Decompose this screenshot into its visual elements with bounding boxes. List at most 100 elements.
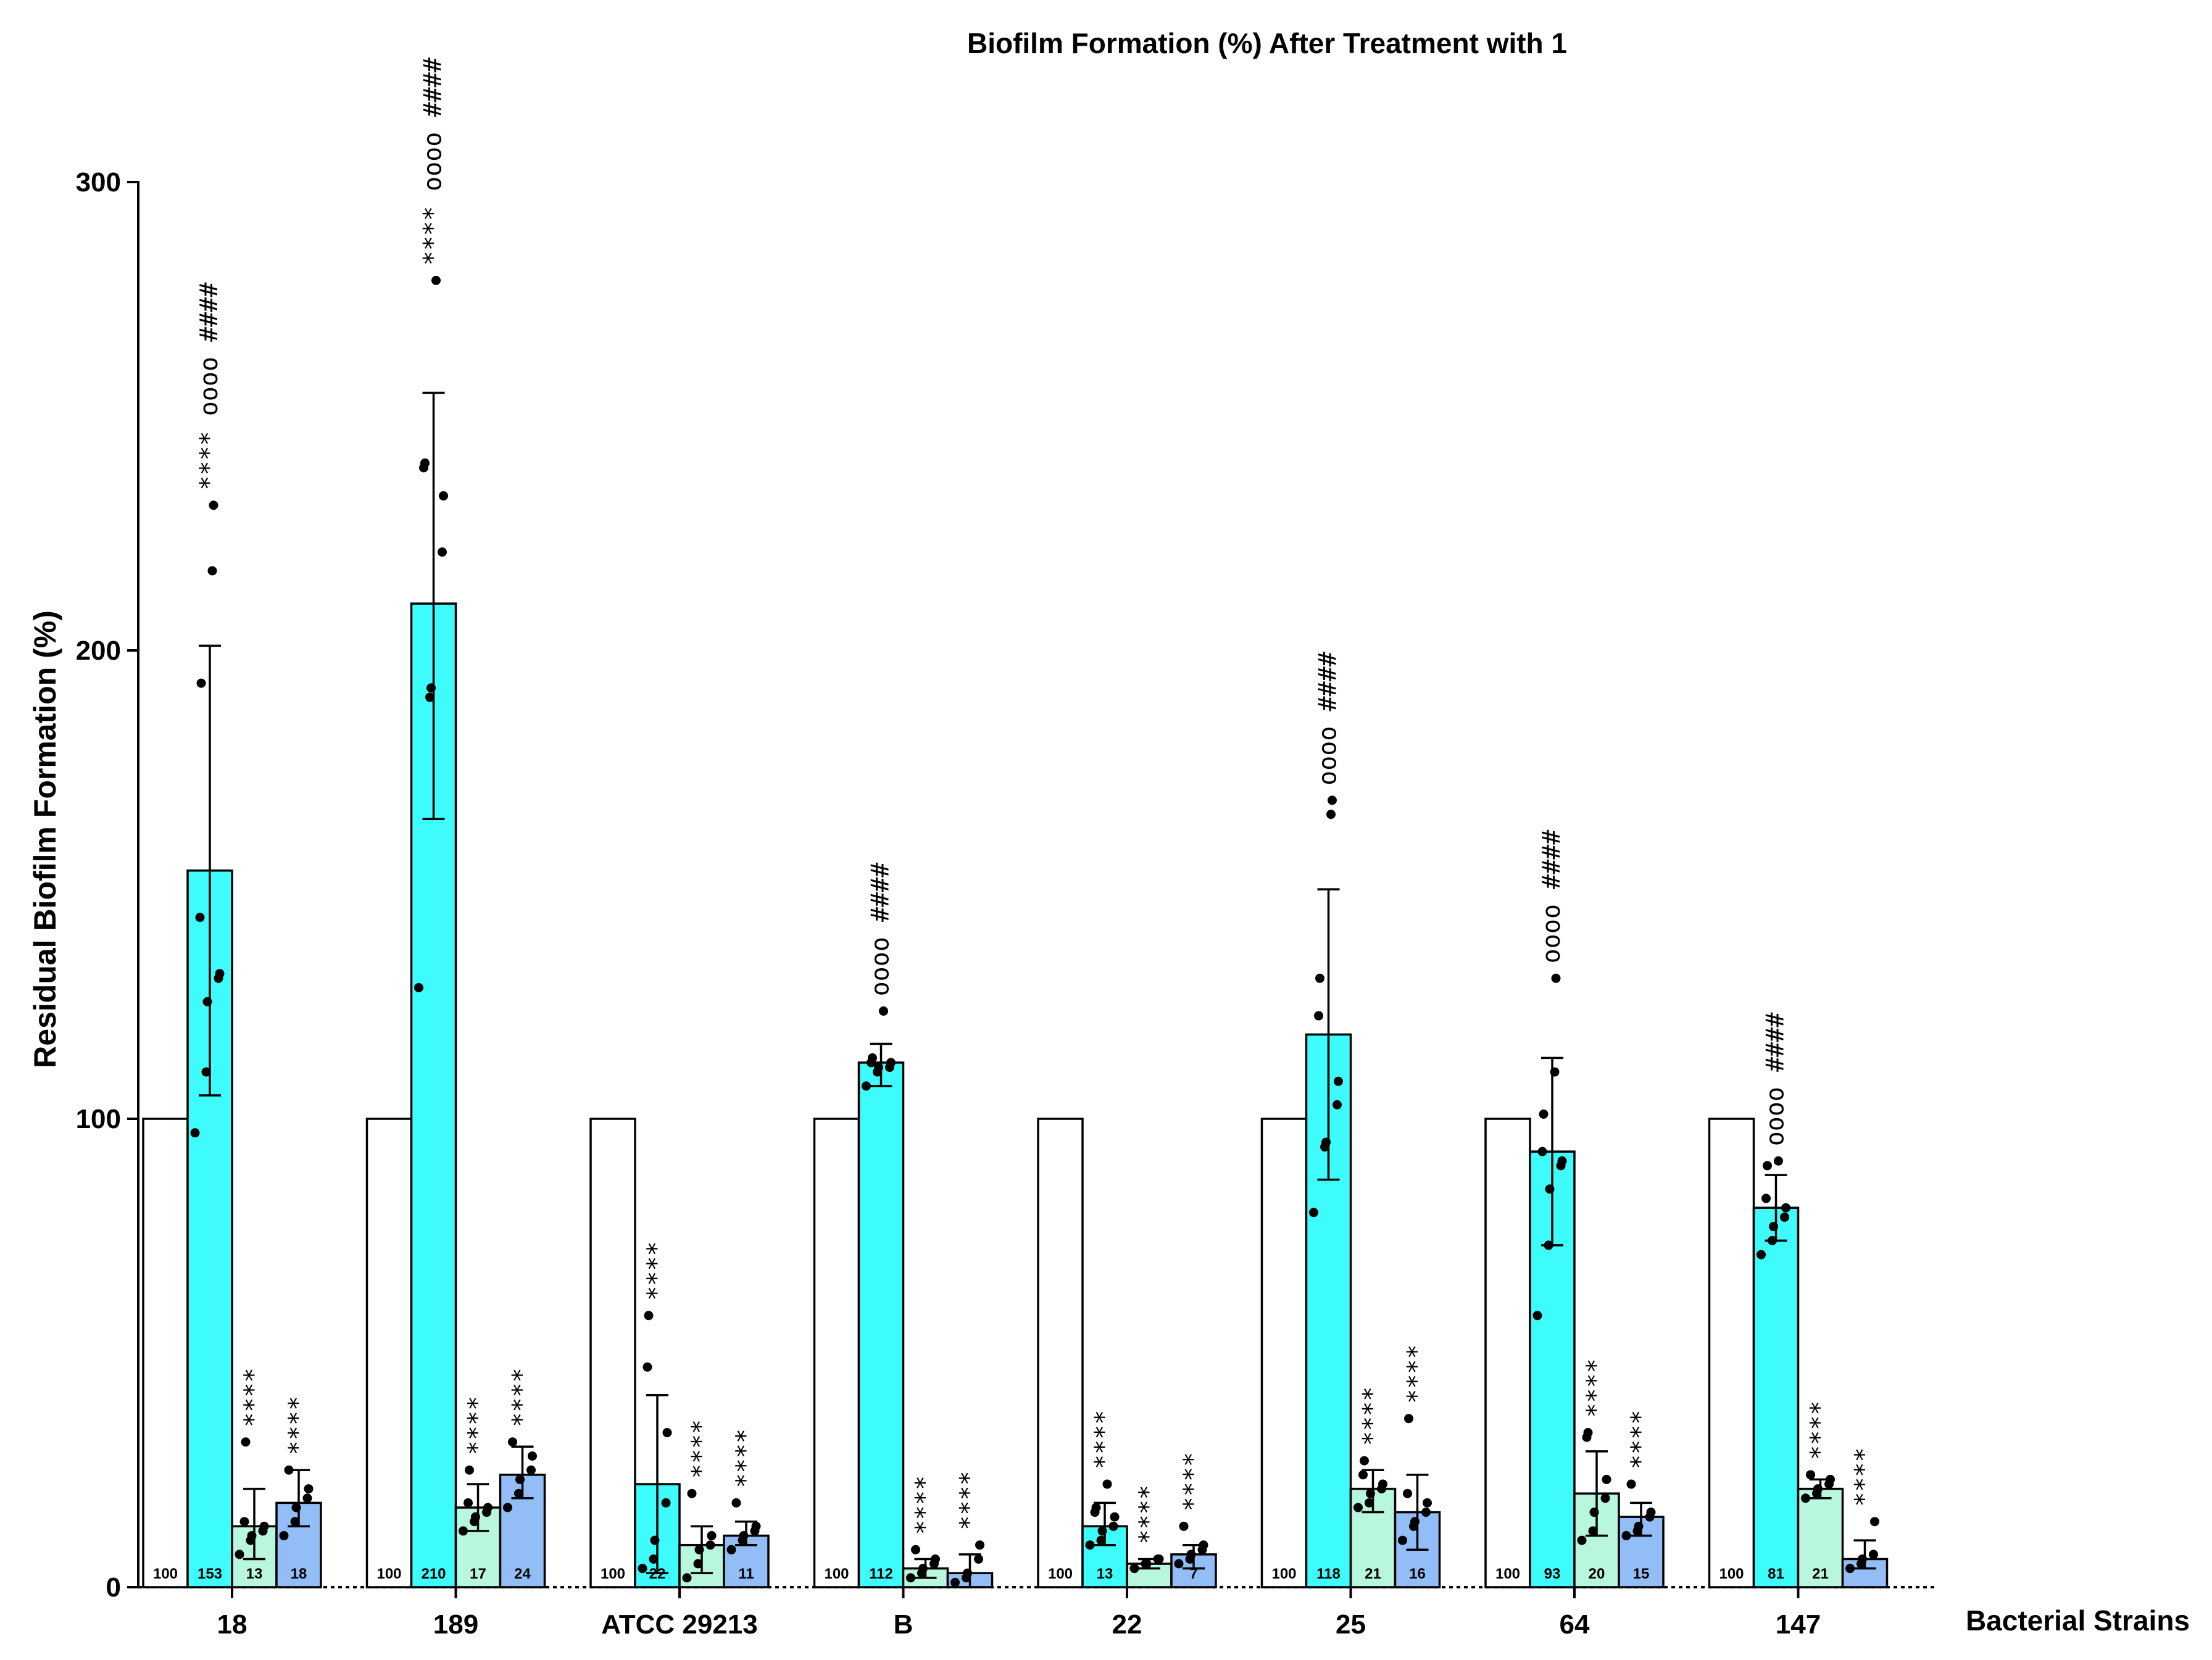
bar-value-label: 100 xyxy=(1271,1566,1296,1582)
data-point xyxy=(1588,1526,1598,1536)
bar-value-label: 100 xyxy=(153,1566,178,1582)
data-point xyxy=(662,1428,672,1438)
data-point xyxy=(215,969,225,979)
data-point xyxy=(1326,810,1336,820)
data-point xyxy=(196,678,206,688)
significance-marker: **** xyxy=(955,1471,984,1530)
significance-marker: **** xyxy=(1403,1344,1431,1403)
data-point xyxy=(974,1554,983,1564)
significance-marker: oooo #### xyxy=(867,863,895,997)
significance-marker: **** xyxy=(911,1475,939,1535)
data-point xyxy=(1545,1184,1555,1194)
data-point xyxy=(1108,1521,1118,1531)
data-point xyxy=(1532,1311,1542,1321)
data-point xyxy=(1085,1540,1095,1550)
data-point xyxy=(906,1573,915,1583)
data-point xyxy=(1186,1550,1196,1559)
data-point xyxy=(1763,1161,1772,1171)
data-point xyxy=(209,500,218,510)
bar-value-label: 153 xyxy=(198,1566,222,1582)
data-point xyxy=(207,566,217,576)
bar-value-label: 16 xyxy=(1409,1566,1426,1582)
bar-value-label: 11 xyxy=(738,1566,754,1582)
data-point xyxy=(302,1493,312,1503)
data-point xyxy=(918,1564,928,1574)
x-tick-label: 18 xyxy=(217,1609,247,1640)
data-point xyxy=(439,491,448,501)
y-axis-label: Residual Biofilm Formation (%) xyxy=(28,610,62,1068)
data-point xyxy=(508,1437,517,1447)
data-point xyxy=(879,1006,888,1016)
data-point xyxy=(1110,1512,1120,1522)
data-point xyxy=(1646,1508,1656,1517)
significance-marker: oooo #### xyxy=(1314,652,1342,786)
chart-title: Biofilm Formation (%) After Treatment wi… xyxy=(967,27,1567,59)
data-point xyxy=(650,1535,660,1545)
data-point xyxy=(694,1545,704,1554)
data-point xyxy=(239,1517,249,1527)
data-point xyxy=(1358,1470,1368,1480)
data-point xyxy=(1634,1521,1644,1531)
data-point xyxy=(202,997,212,1006)
bar-value-label: 18 xyxy=(291,1566,307,1582)
significance-marker: **** xyxy=(642,1241,671,1300)
bar-value-label: 7 xyxy=(1189,1566,1197,1582)
data-point xyxy=(1577,1535,1587,1545)
data-point xyxy=(731,1498,741,1508)
data-point xyxy=(1315,973,1324,983)
data-point xyxy=(1142,1559,1152,1569)
bar-value-label: 13 xyxy=(1097,1566,1113,1582)
data-point xyxy=(1421,1508,1431,1517)
data-point xyxy=(431,275,441,285)
data-point xyxy=(862,1081,871,1091)
data-point xyxy=(931,1554,940,1564)
data-point xyxy=(1869,1550,1878,1559)
data-point xyxy=(1600,1493,1610,1503)
data-point xyxy=(874,1063,883,1073)
data-point xyxy=(1378,1479,1387,1489)
data-point xyxy=(638,1564,647,1574)
data-point xyxy=(201,1067,211,1077)
significance-marker: oooo #### xyxy=(1761,1013,1790,1147)
bar-value-label: 118 xyxy=(1316,1566,1341,1582)
data-point xyxy=(528,1451,537,1461)
significance-marker: **** xyxy=(284,1396,312,1455)
data-point xyxy=(682,1573,692,1583)
data-point xyxy=(1091,1503,1101,1513)
bar-value-label: 20 xyxy=(1589,1566,1605,1582)
data-point xyxy=(975,1540,984,1550)
data-point xyxy=(1365,1498,1374,1508)
data-point xyxy=(1870,1517,1879,1527)
data-point xyxy=(950,1577,960,1587)
data-point xyxy=(1096,1535,1106,1545)
significance-marker: **** xyxy=(508,1367,536,1427)
data-point xyxy=(1328,795,1337,805)
significance-marker: **** xyxy=(1134,1485,1163,1544)
bar xyxy=(1037,1118,1084,1588)
data-point xyxy=(886,1058,896,1068)
data-point xyxy=(707,1531,717,1541)
bar-value-label: 21 xyxy=(1365,1566,1381,1582)
data-point xyxy=(1174,1559,1184,1569)
data-point xyxy=(1602,1474,1611,1484)
data-point xyxy=(963,1568,972,1578)
data-point xyxy=(1398,1535,1407,1545)
data-point xyxy=(739,1531,749,1541)
data-point xyxy=(642,1362,652,1372)
bar-value-label: 112 xyxy=(869,1566,893,1582)
bar-value-label: 100 xyxy=(1048,1566,1073,1582)
data-point xyxy=(1761,1193,1771,1203)
data-point xyxy=(1333,1100,1342,1110)
significance-marker: **** oooo #### xyxy=(195,283,223,491)
significance-marker: **** oooo #### xyxy=(419,57,447,265)
data-point xyxy=(420,458,430,468)
bar-value-label: 100 xyxy=(824,1566,849,1582)
bar-value-label: 81 xyxy=(1768,1566,1784,1582)
data-point xyxy=(911,1545,920,1554)
data-point xyxy=(284,1465,294,1475)
data-point xyxy=(1321,1137,1331,1147)
bar-value-label: 100 xyxy=(601,1566,625,1582)
data-point xyxy=(290,1517,300,1527)
data-point xyxy=(1768,1235,1777,1245)
data-point xyxy=(1813,1484,1823,1494)
